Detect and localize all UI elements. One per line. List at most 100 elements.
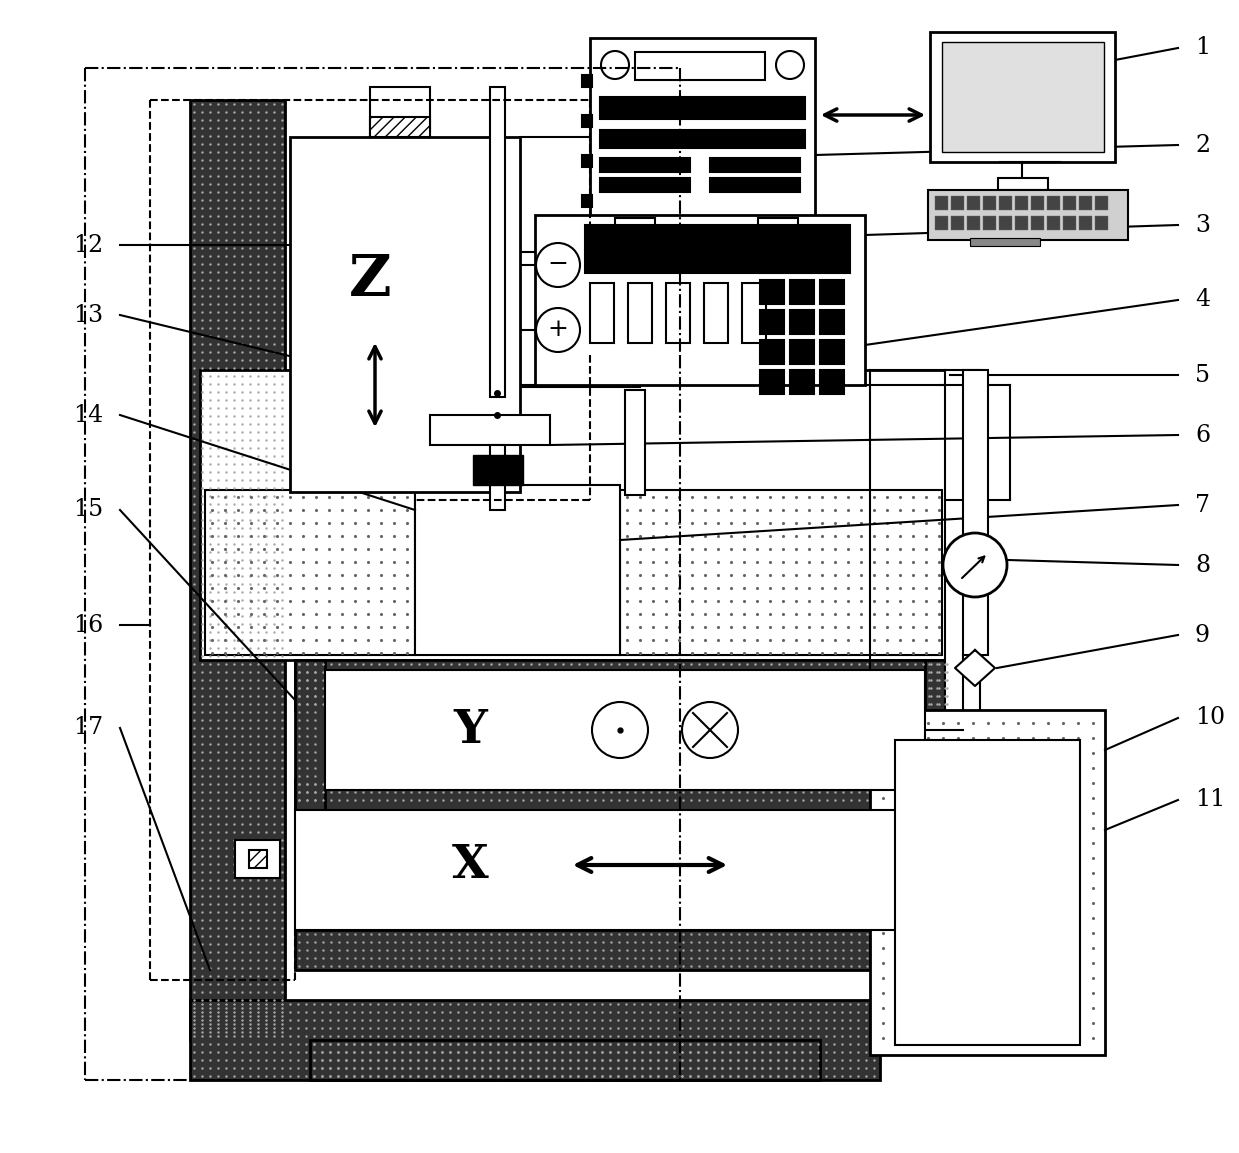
Text: 4: 4 xyxy=(1194,288,1211,311)
Bar xyxy=(820,280,844,304)
Bar xyxy=(295,779,955,811)
Bar xyxy=(535,214,865,385)
Bar xyxy=(600,178,690,193)
Bar xyxy=(760,280,784,304)
Bar xyxy=(190,1000,880,1080)
Bar xyxy=(760,340,784,364)
Bar xyxy=(942,42,1104,152)
Bar xyxy=(600,158,690,172)
Bar xyxy=(1063,216,1075,229)
Bar xyxy=(970,238,1040,246)
Bar xyxy=(582,115,592,127)
Bar xyxy=(1079,216,1092,229)
Text: −: − xyxy=(548,254,569,277)
Bar xyxy=(295,660,325,811)
Bar xyxy=(900,745,1075,1040)
Text: +: + xyxy=(548,318,569,341)
Bar xyxy=(1063,196,1075,210)
Text: 7: 7 xyxy=(1194,493,1211,517)
Bar xyxy=(935,196,948,210)
Bar xyxy=(820,370,844,394)
Text: 10: 10 xyxy=(1194,707,1225,730)
Bar xyxy=(249,850,266,868)
Circle shape xyxy=(943,533,1007,597)
Bar xyxy=(710,178,800,193)
Bar xyxy=(582,75,592,86)
Text: Z: Z xyxy=(348,253,392,308)
Text: X: X xyxy=(452,842,488,888)
Text: 17: 17 xyxy=(73,716,103,739)
Circle shape xyxy=(536,243,580,287)
Text: 11: 11 xyxy=(1194,789,1225,812)
Bar xyxy=(1031,216,1044,229)
Bar xyxy=(582,155,592,167)
Text: 1: 1 xyxy=(1194,37,1211,60)
Bar xyxy=(999,196,1012,210)
Bar xyxy=(204,490,415,655)
Bar xyxy=(983,196,996,210)
Bar xyxy=(820,310,844,334)
Bar xyxy=(473,455,523,485)
Bar xyxy=(600,97,805,119)
Bar xyxy=(895,740,1080,1045)
Bar xyxy=(489,86,506,397)
Bar xyxy=(952,216,964,229)
Bar xyxy=(615,218,655,228)
Bar xyxy=(930,32,1115,163)
Bar xyxy=(790,310,814,334)
Text: 9: 9 xyxy=(1194,624,1211,647)
Bar xyxy=(966,216,980,229)
Bar xyxy=(290,137,520,492)
Bar xyxy=(628,282,652,342)
Bar xyxy=(790,280,814,304)
Bar xyxy=(620,490,942,655)
Bar xyxy=(952,196,964,210)
Text: 5: 5 xyxy=(1194,363,1211,386)
Bar xyxy=(370,116,430,137)
Bar xyxy=(1047,216,1061,229)
Bar xyxy=(999,216,1012,229)
Text: 12: 12 xyxy=(73,234,103,256)
Bar xyxy=(199,370,950,660)
Bar xyxy=(742,282,766,342)
Bar xyxy=(636,52,764,80)
Bar xyxy=(928,190,1127,240)
Bar xyxy=(710,158,800,172)
Bar xyxy=(325,670,926,790)
Text: 2: 2 xyxy=(1194,134,1211,157)
Text: 15: 15 xyxy=(73,498,103,521)
Bar xyxy=(415,485,620,655)
Bar xyxy=(983,216,996,229)
Bar xyxy=(790,370,814,394)
Bar xyxy=(295,660,955,710)
Bar xyxy=(875,715,1100,1050)
Bar xyxy=(582,195,592,208)
Bar xyxy=(370,86,430,137)
Bar xyxy=(1015,196,1028,210)
Bar xyxy=(295,930,955,970)
Bar xyxy=(945,370,980,730)
Bar xyxy=(997,178,1048,190)
Circle shape xyxy=(601,51,629,80)
Text: 14: 14 xyxy=(73,404,103,427)
Bar xyxy=(190,100,285,1040)
Bar xyxy=(585,225,850,273)
Bar xyxy=(704,282,729,342)
Bar xyxy=(760,370,784,394)
Text: Y: Y xyxy=(453,707,487,753)
Bar xyxy=(667,282,690,342)
Bar xyxy=(295,811,955,930)
Bar xyxy=(590,282,615,342)
Text: 16: 16 xyxy=(73,613,103,636)
Bar xyxy=(966,196,980,210)
Bar xyxy=(963,370,987,655)
Bar xyxy=(624,390,646,495)
Bar xyxy=(520,137,641,387)
Text: 6: 6 xyxy=(1194,423,1211,446)
Bar xyxy=(1031,196,1044,210)
Bar xyxy=(489,445,506,510)
Bar xyxy=(820,340,844,364)
Circle shape xyxy=(592,702,648,758)
Text: 3: 3 xyxy=(1194,213,1211,236)
Bar xyxy=(600,130,805,148)
